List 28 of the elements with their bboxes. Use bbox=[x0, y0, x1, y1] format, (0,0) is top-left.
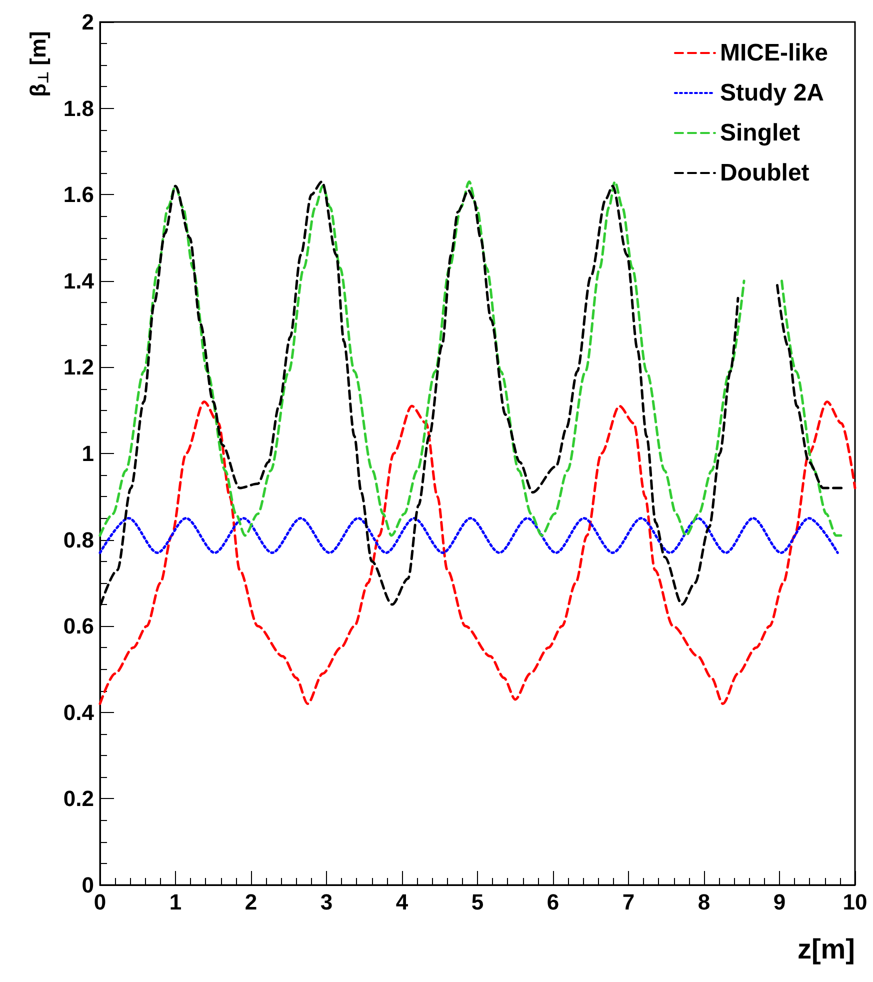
x-tick-label: 10 bbox=[842, 890, 868, 914]
legend-label: Singlet bbox=[720, 120, 800, 146]
y-tick-label: 1.4 bbox=[63, 268, 95, 294]
legend-label: Study 2A bbox=[720, 80, 824, 106]
y-tick-label: 1.2 bbox=[63, 354, 94, 380]
line-series bbox=[98, 400, 856, 706]
x-axis-title: z[m] bbox=[797, 934, 855, 964]
y-tick-label: 1.6 bbox=[63, 182, 94, 208]
y-tick-label: 0.6 bbox=[63, 614, 94, 639]
y-tick-label: 0 bbox=[82, 872, 94, 898]
x-tick-label: 5 bbox=[471, 890, 484, 914]
x-tick-label: 7 bbox=[622, 890, 635, 914]
y-tick-label: 2 bbox=[82, 10, 94, 34]
legend-label: MICE-like bbox=[720, 40, 828, 66]
x-tick-label: 2 bbox=[244, 890, 258, 914]
x-tick-label: 6 bbox=[546, 890, 560, 914]
x-tick-label: 3 bbox=[320, 890, 333, 914]
x-tick-label: 9 bbox=[773, 890, 786, 914]
y-tick-label: 0.8 bbox=[63, 527, 94, 552]
x-tick-label: 4 bbox=[396, 890, 409, 914]
y-tick-label: 1 bbox=[82, 441, 94, 466]
y-tick-label: 1.8 bbox=[63, 96, 94, 121]
x-tick-label: 8 bbox=[698, 890, 710, 914]
x-tick-label: 1 bbox=[169, 890, 182, 914]
y-tick-label: 0.2 bbox=[63, 786, 94, 812]
y-tick-label: 0.4 bbox=[63, 700, 95, 725]
y-axis-title: β⊥ [m] bbox=[26, 31, 51, 97]
legend-label: Doublet bbox=[720, 160, 810, 186]
